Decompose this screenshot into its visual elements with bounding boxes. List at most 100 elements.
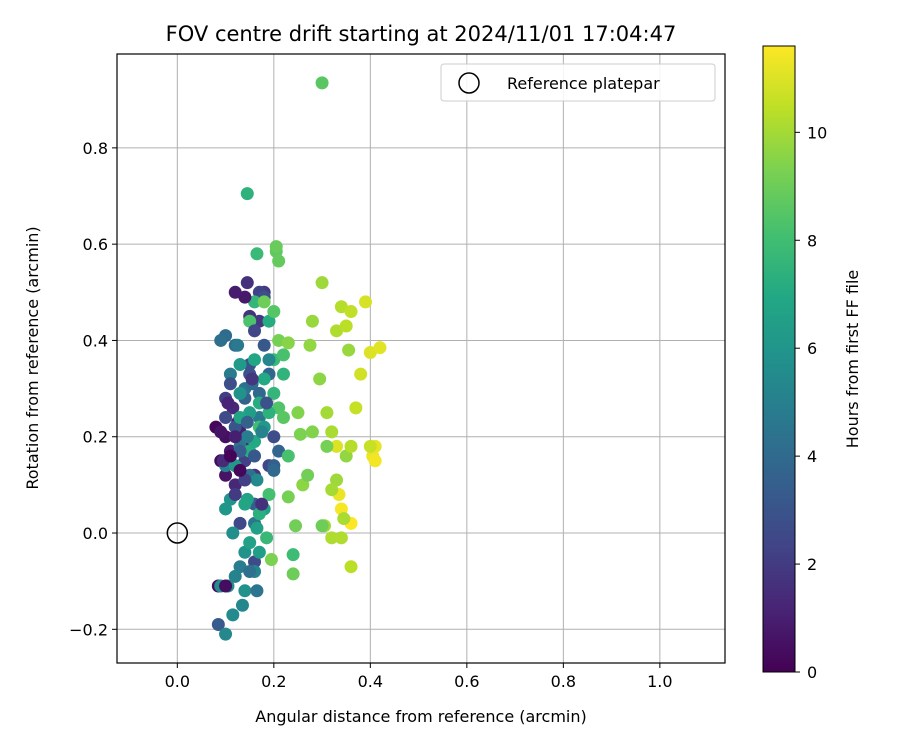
data-point bbox=[252, 410, 266, 424]
grid bbox=[117, 54, 725, 663]
data-point bbox=[339, 319, 353, 333]
x-tick-label: 1.0 bbox=[647, 672, 672, 691]
data-point bbox=[337, 512, 351, 526]
data-point bbox=[291, 406, 305, 420]
data-point bbox=[248, 555, 262, 569]
data-point bbox=[238, 584, 252, 598]
data-point bbox=[219, 627, 233, 641]
data-point bbox=[272, 401, 286, 415]
y-tick-label: 0.4 bbox=[83, 331, 108, 350]
data-point bbox=[245, 372, 259, 386]
data-point bbox=[303, 338, 317, 352]
data-point bbox=[250, 473, 264, 487]
data-point bbox=[219, 410, 233, 424]
data-point bbox=[257, 338, 271, 352]
data-point bbox=[243, 314, 257, 328]
x-axis-label: Angular distance from reference (arcmin) bbox=[255, 707, 586, 726]
data-point bbox=[233, 560, 247, 574]
data-point bbox=[248, 324, 262, 338]
colorbar-tick-label: 4 bbox=[807, 447, 817, 466]
data-point bbox=[330, 439, 344, 453]
data-point bbox=[342, 343, 356, 357]
data-point bbox=[248, 449, 262, 463]
data-point bbox=[240, 276, 254, 290]
data-point bbox=[281, 336, 295, 350]
data-point bbox=[248, 295, 262, 309]
y-tick-label: 0.0 bbox=[83, 524, 108, 543]
data-point bbox=[238, 290, 252, 304]
data-point bbox=[359, 295, 373, 309]
data-point bbox=[221, 396, 235, 410]
data-point bbox=[293, 427, 307, 441]
data-point bbox=[228, 285, 242, 299]
colorbar-label: Hours from first FF file bbox=[843, 270, 862, 449]
data-point bbox=[250, 521, 264, 535]
y-tick-label: 0.6 bbox=[83, 235, 108, 254]
data-point bbox=[262, 353, 276, 367]
data-point bbox=[281, 449, 295, 463]
data-point bbox=[228, 569, 242, 583]
data-point bbox=[269, 240, 283, 254]
data-point bbox=[238, 497, 252, 511]
data-point bbox=[276, 367, 290, 381]
data-point bbox=[226, 526, 240, 540]
data-point bbox=[219, 579, 233, 593]
data-point bbox=[243, 536, 257, 550]
data-point bbox=[233, 358, 247, 372]
data-point bbox=[257, 295, 271, 309]
data-point bbox=[349, 401, 363, 415]
data-point bbox=[267, 463, 281, 477]
data-point bbox=[276, 410, 290, 424]
data-point bbox=[228, 430, 242, 444]
y-axis: −0.2 0.0 0.2 0.4 0.6 0.8 bbox=[69, 139, 117, 639]
x-tick-label: 0.2 bbox=[261, 672, 286, 691]
data-point bbox=[252, 386, 266, 400]
data-point bbox=[255, 425, 269, 439]
data-point bbox=[334, 531, 348, 545]
data-point bbox=[243, 565, 257, 579]
data-point bbox=[238, 473, 252, 487]
chart-title: FOV centre drift starting at 2024/11/01 … bbox=[166, 22, 677, 46]
data-point bbox=[289, 519, 303, 533]
data-point bbox=[267, 430, 281, 444]
data-point bbox=[211, 617, 225, 631]
data-point bbox=[233, 444, 247, 458]
data-point bbox=[305, 425, 319, 439]
data-point bbox=[219, 468, 233, 482]
x-tick-label: 0.6 bbox=[454, 672, 479, 691]
data-point bbox=[238, 545, 252, 559]
data-point bbox=[305, 314, 319, 328]
reference-platepar-marker bbox=[166, 522, 189, 544]
data-point bbox=[223, 449, 237, 463]
data-point bbox=[296, 478, 310, 492]
y-tick-label: 0.2 bbox=[83, 428, 108, 447]
data-point bbox=[315, 519, 329, 533]
data-point bbox=[228, 420, 242, 434]
data-point bbox=[223, 367, 237, 381]
data-point bbox=[373, 341, 387, 355]
y-axis-label: Rotation from reference (arcmin) bbox=[23, 226, 42, 489]
x-tick-label: 0.0 bbox=[165, 672, 190, 691]
data-point bbox=[286, 548, 300, 562]
data-point bbox=[226, 608, 240, 622]
colorbar bbox=[762, 45, 796, 673]
data-point bbox=[233, 516, 247, 530]
data-point bbox=[250, 584, 264, 598]
data-point bbox=[235, 598, 249, 612]
plot-frame bbox=[116, 53, 726, 664]
data-point bbox=[315, 76, 329, 90]
data-point bbox=[231, 338, 245, 352]
y-tick-label: 0.8 bbox=[83, 139, 108, 158]
y-tick-label: −0.2 bbox=[69, 620, 108, 639]
colorbar-tick-label: 6 bbox=[807, 339, 817, 358]
data-point bbox=[267, 305, 281, 319]
data-point bbox=[250, 247, 264, 261]
colorbar-tick-label: 2 bbox=[807, 555, 817, 574]
data-point bbox=[315, 276, 329, 290]
data-point bbox=[264, 552, 278, 566]
x-axis: 0.0 0.2 0.4 0.6 0.8 1.0 bbox=[165, 663, 673, 691]
data-point bbox=[344, 305, 358, 319]
data-point bbox=[354, 367, 368, 381]
data-point bbox=[260, 396, 274, 410]
